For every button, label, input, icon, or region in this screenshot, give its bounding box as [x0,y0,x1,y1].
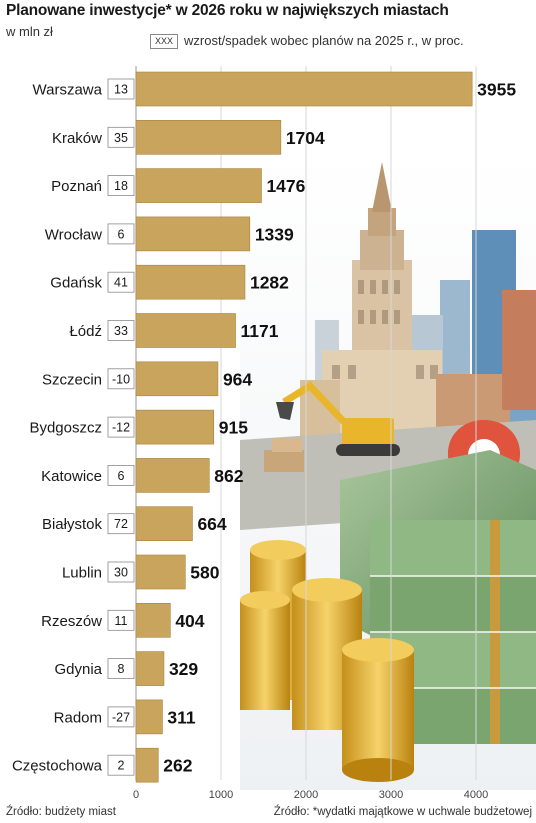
category-label: Wrocław [45,226,102,243]
category-label: Warszawa [33,82,103,99]
change-label: 35 [114,131,128,145]
data-label: 580 [190,563,219,583]
change-box [107,416,135,438]
bar [135,458,210,493]
change-box [107,320,135,341]
category-label: Lublin [62,565,102,582]
category-label: Białystok [42,516,103,533]
data-label: 1282 [250,273,289,293]
bar [135,506,193,542]
bar [135,409,215,445]
bar [135,313,236,348]
change-label: 72 [114,517,128,531]
category-label: Gdańsk [50,275,102,292]
source-right: Źródło: *wydatki majątkowe w uchwale bud… [273,806,532,818]
bar [135,747,159,783]
bar [135,602,171,638]
category-label: Gdynia [54,661,102,678]
change-box [107,368,135,390]
change-box [107,561,135,583]
data-label: 262 [163,756,192,776]
change-box [107,223,135,245]
bar [135,554,186,590]
data-label: 404 [175,611,204,631]
palace-tower [300,162,442,440]
labels: 13 Warszawa 3955 35 Kraków 1704 18 Poznań 1476 6 W… [12,78,516,776]
data-label: 1171 [241,321,279,341]
x-tick-label: 1000 [209,789,233,801]
change-label: 13 [114,83,128,97]
bar [135,699,163,735]
data-label: 329 [169,659,198,679]
x-tick-label: 4000 [464,789,488,801]
data-label: 1704 [286,128,325,148]
change-box [107,706,135,728]
excavator [276,381,400,456]
category-label: Bydgoszcz [29,420,102,437]
change-box [107,271,135,293]
change-box [107,78,135,100]
change-label: -27 [112,710,130,724]
change-label: 11 [115,614,128,628]
category-label: Częstochowa [12,758,103,775]
category-label: Radom [54,709,102,726]
change-label: 18 [114,179,128,193]
category-label: Łódź [69,323,102,340]
change-box [107,754,135,776]
data-label: 1476 [266,176,305,196]
x-tick-label: 3000 [379,789,403,801]
legend-text: wzrost/spadek wobec planów na 2025 r., w… [184,33,464,48]
category-label: Kraków [52,130,102,147]
data-label: 964 [223,369,252,389]
data-label: 1339 [255,224,294,244]
x-tick-label: 2000 [294,789,318,801]
bar [135,361,219,397]
change-label: 8 [118,662,125,676]
x-axis-ticks: 0 1000 2000 3000 4000 [133,789,488,801]
x-tick-label: 0 [133,789,139,801]
change-label: 41 [114,276,128,290]
change-label: 6 [118,469,125,483]
data-label: 862 [214,466,243,486]
change-label: 33 [114,324,128,338]
city-money-illustration [240,150,536,790]
data-label: 311 [167,707,195,727]
bar [135,168,262,203]
change-box [107,513,135,535]
data-label: 664 [197,514,226,534]
change-label: 6 [118,227,125,241]
change-box [107,609,135,631]
change-box [107,464,135,486]
data-label: 3955 [477,80,516,100]
category-label: Szczecin [42,371,102,388]
legend-swatch: XXX [150,34,179,49]
change-box [107,658,135,679]
category-label: Katowice [41,468,102,485]
coin-stacks [240,540,414,782]
legend: XXX wzrost/spadek wobec planów na 2025 r.… [150,33,464,49]
source-left: Źródło: budżety miast [6,806,116,818]
category-label: Rzeszów [41,613,102,630]
data-label: 915 [219,418,248,438]
bar [135,71,473,107]
unit-label: w mln zł [6,24,53,39]
change-label: 30 [114,566,128,580]
change-box [107,126,135,148]
category-label: Poznań [51,178,102,195]
bars [135,71,473,783]
change-label: 2 [118,759,125,773]
change-label: -10 [112,372,130,386]
change-label: -12 [112,421,130,435]
bar [135,120,282,155]
bar [135,216,251,252]
bar [135,264,246,300]
bar [135,651,165,686]
change-box [107,175,135,197]
chart-title: Planowane inwestycje* w 2026 roku w najw… [6,2,449,19]
